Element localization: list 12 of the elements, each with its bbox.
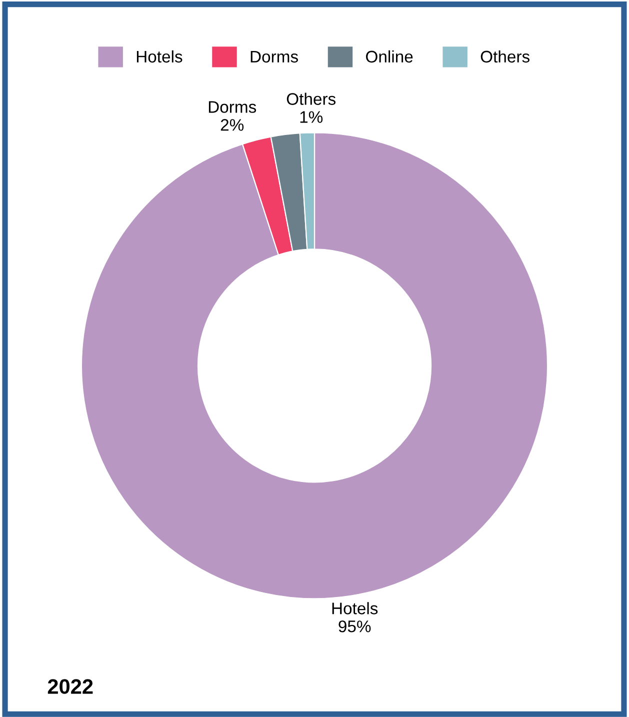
legend-label: Online <box>366 50 413 63</box>
legend-label: Dorms <box>250 50 298 63</box>
slice-label: Dorms <box>208 101 256 113</box>
data-label: 1% <box>300 111 323 123</box>
legend-label: Others <box>480 50 530 63</box>
slice-label: Others <box>286 92 336 105</box>
slice-label: Hotels <box>332 602 378 614</box>
data-label: 2% <box>220 119 244 131</box>
donut-slice <box>80 132 548 600</box>
data-label: 95% <box>338 620 371 632</box>
legend-label: Hotels <box>136 50 182 63</box>
text: 2022 <box>48 679 93 694</box>
